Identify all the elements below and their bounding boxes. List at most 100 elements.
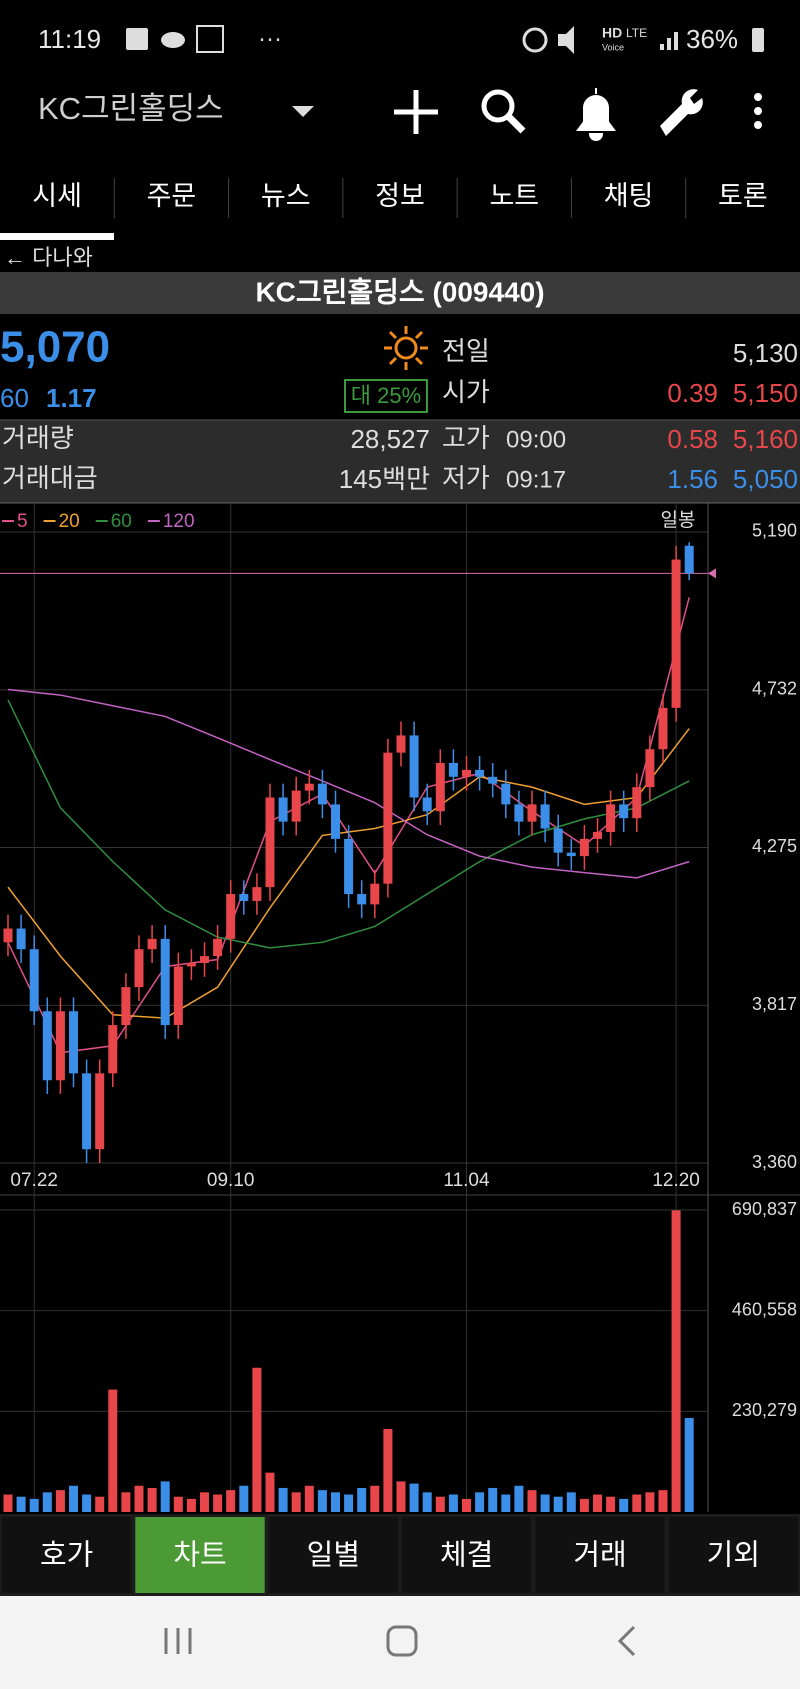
candle-body — [396, 735, 406, 753]
y-tick-label: 3,817 — [752, 994, 797, 1014]
volume-bar — [658, 1490, 668, 1512]
bottom-tab[interactable]: 체결 — [440, 1540, 493, 1572]
open-rate: 0.39 — [667, 378, 718, 408]
candle-body — [383, 752, 393, 884]
moving-average-line — [7, 688, 690, 879]
tab[interactable]: 노트 — [489, 181, 539, 211]
tab[interactable]: 정보 — [375, 181, 425, 211]
x-tick-label: 11.04 — [443, 1170, 490, 1191]
period-label: 일봉 — [661, 509, 696, 531]
candle-body — [645, 749, 655, 788]
volume-bar — [606, 1496, 616, 1512]
volume-bar — [55, 1490, 65, 1512]
add-icon[interactable] — [394, 90, 438, 134]
candle-body — [435, 763, 445, 812]
open-price: 5,150 — [733, 378, 798, 408]
volume-bar — [278, 1487, 288, 1512]
high-rate: 0.58 — [667, 424, 718, 454]
volume-bar — [619, 1498, 629, 1512]
y-tick-label: 4,732 — [752, 679, 797, 699]
recent-apps-button[interactable] — [164, 1628, 192, 1654]
legend-label: 20 — [59, 511, 80, 532]
volume-bar — [186, 1498, 196, 1512]
volume-bar — [121, 1492, 131, 1512]
candle-body — [553, 828, 563, 853]
y-tick-label: 230,279 — [732, 1400, 797, 1420]
battery-text: 36% — [686, 24, 738, 54]
search-icon[interactable] — [481, 89, 526, 134]
bottom-tab[interactable]: 일별 — [307, 1540, 360, 1572]
candle-body — [632, 787, 642, 819]
volume-bar — [422, 1492, 432, 1512]
volume-bar — [252, 1367, 262, 1512]
volume-bar — [29, 1498, 39, 1512]
back-button[interactable] — [617, 1625, 636, 1657]
bottom-tab[interactable]: 차트 — [173, 1540, 226, 1572]
volume-bar — [357, 1487, 367, 1512]
header-title[interactable]: KC그린홀딩스 — [38, 91, 224, 126]
bottom-tab-bg — [2, 1517, 132, 1593]
tab[interactable]: 채팅 — [604, 181, 654, 211]
candle-body — [55, 1011, 65, 1081]
volume-bar — [579, 1498, 589, 1512]
candle-body — [527, 804, 537, 822]
tab[interactable]: 시세 — [32, 181, 82, 211]
candle-body — [186, 963, 196, 967]
volume-bar — [409, 1483, 419, 1512]
prev-price: 5,130 — [733, 338, 798, 368]
candle-body — [265, 797, 275, 888]
y-tick-label: 460,558 — [732, 1299, 797, 1319]
bottom-tab[interactable]: 기외 — [707, 1540, 760, 1572]
bottom-tab[interactable]: 거래 — [573, 1540, 626, 1572]
battery-icon — [752, 28, 764, 52]
volume-bar — [239, 1485, 249, 1512]
candle-body — [331, 804, 340, 839]
volume-bar — [540, 1494, 550, 1512]
info-rows — [0, 420, 800, 503]
volume-bar — [553, 1496, 563, 1512]
mute-icon — [558, 26, 574, 54]
volume-bar — [593, 1494, 602, 1512]
home-button[interactable] — [386, 1625, 418, 1657]
gallery-icon — [126, 28, 148, 50]
volume-bar — [488, 1487, 498, 1512]
candle-body — [357, 894, 367, 905]
candle-body — [278, 797, 288, 822]
tab[interactable]: 토론 — [718, 181, 768, 211]
menu-icon[interactable] — [754, 93, 762, 129]
volume-bar — [645, 1492, 655, 1512]
candle-body — [606, 804, 616, 832]
signal-icon — [660, 32, 678, 50]
dropdown-icon[interactable] — [292, 106, 314, 117]
bell-icon[interactable] — [576, 88, 616, 141]
bottom-tab[interactable]: 호가 — [40, 1540, 93, 1572]
volume-bar — [147, 1487, 157, 1512]
volume-bar — [160, 1481, 170, 1512]
weather-icon — [384, 326, 428, 370]
tab-indicator — [0, 233, 114, 240]
candle-body — [501, 783, 511, 805]
candle-body — [108, 1025, 118, 1074]
x-tick-label: 12.20 — [652, 1170, 700, 1191]
candle-body — [226, 894, 236, 939]
candle-body — [684, 545, 694, 574]
tab[interactable]: 주문 — [147, 181, 197, 211]
moving-average-line — [7, 699, 690, 949]
candle-body — [540, 804, 550, 829]
bottom-tab-bg — [402, 1517, 532, 1593]
bottom-tab-bg — [268, 1517, 398, 1593]
legend-label: 5 — [17, 511, 28, 532]
volume: 28,527 — [350, 424, 430, 454]
tab[interactable]: 뉴스 — [261, 181, 311, 211]
candle-body — [29, 949, 39, 1012]
y-tick-label: 690,837 — [732, 1199, 797, 1219]
high-label: 고가 — [442, 423, 490, 453]
candle-body — [514, 804, 524, 822]
candle-body — [134, 949, 144, 988]
bottom-tab-active — [135, 1517, 265, 1593]
candle-body — [488, 776, 498, 784]
volume-bar — [527, 1490, 537, 1512]
settings-icon[interactable] — [660, 89, 703, 136]
stock-name: KC그린홀딩스 (009440) — [255, 276, 544, 307]
back-link[interactable]: ← 다나와 — [4, 245, 93, 270]
